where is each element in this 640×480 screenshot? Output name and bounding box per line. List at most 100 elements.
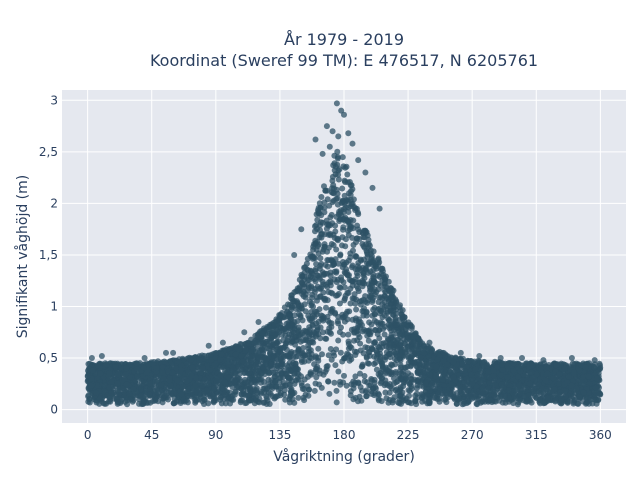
- data-point: [165, 396, 172, 403]
- data-point: [528, 369, 535, 376]
- data-point: [374, 331, 381, 338]
- data-point: [347, 192, 354, 198]
- data-point: [468, 371, 475, 378]
- data-point: [114, 371, 121, 378]
- data-point: [269, 329, 276, 336]
- data-point: [415, 348, 422, 355]
- data-point: [94, 362, 101, 369]
- data-point: [330, 242, 337, 249]
- data-point: [253, 348, 259, 355]
- data-point: [486, 374, 493, 381]
- data-point: [323, 217, 330, 224]
- data-point: [317, 255, 324, 262]
- data-point: [344, 171, 351, 178]
- data-point: [387, 369, 394, 376]
- data-point: [371, 339, 378, 345]
- data-point: [333, 213, 340, 220]
- data-point: [371, 311, 378, 318]
- data-point: [323, 225, 330, 232]
- data-point: [335, 171, 342, 178]
- data-point: [396, 342, 403, 349]
- data-point: [550, 375, 557, 382]
- data-points: [84, 100, 604, 408]
- data-point: [302, 308, 309, 315]
- data-point: [295, 327, 302, 334]
- data-point: [472, 366, 479, 373]
- data-point: [266, 345, 273, 352]
- data-point: [323, 366, 330, 373]
- data-point: [517, 390, 524, 397]
- data-point: [327, 230, 333, 237]
- data-point: [142, 395, 149, 402]
- data-point: [390, 287, 397, 294]
- data-point: [318, 284, 325, 291]
- data-point: [294, 353, 301, 360]
- data-point: [339, 264, 346, 271]
- data-point: [281, 326, 288, 333]
- data-point: [242, 376, 248, 383]
- data-point: [391, 355, 398, 362]
- data-point: [345, 209, 352, 215]
- data-point: [371, 392, 378, 399]
- data-point: [246, 369, 253, 376]
- data-point: [133, 360, 140, 367]
- data-point: [442, 396, 449, 403]
- data-point: [217, 356, 224, 363]
- data-point: [150, 398, 156, 405]
- data-point: [336, 329, 343, 336]
- data-point: [381, 287, 388, 294]
- data-point: [565, 373, 572, 380]
- data-point: [316, 234, 323, 241]
- data-point: [481, 396, 488, 402]
- data-point: [381, 354, 388, 361]
- data-point: [123, 381, 130, 388]
- data-point: [510, 400, 517, 407]
- data-point: [444, 361, 451, 368]
- data-point: [341, 192, 348, 199]
- data-point: [260, 347, 267, 354]
- data-point: [114, 380, 121, 387]
- data-point: [378, 340, 385, 347]
- data-point: [345, 219, 352, 226]
- data-point: [331, 167, 338, 174]
- data-point: [301, 276, 308, 283]
- data-point: [269, 379, 276, 386]
- data-point: [339, 358, 346, 365]
- data-point: [480, 362, 487, 369]
- data-point: [199, 382, 206, 389]
- data-point: [322, 295, 329, 302]
- data-point: [277, 312, 284, 319]
- data-point: [317, 324, 324, 331]
- data-point: [389, 399, 396, 406]
- data-point: [321, 199, 328, 206]
- data-point: [426, 371, 433, 378]
- data-point: [357, 340, 364, 347]
- data-point: [583, 399, 590, 406]
- data-point: [273, 383, 280, 390]
- data-point: [410, 339, 417, 346]
- data-point: [400, 379, 407, 386]
- data-point: [518, 362, 525, 369]
- data-point: [372, 359, 379, 366]
- data-point: [163, 388, 170, 395]
- data-point: [310, 255, 316, 262]
- data-point: [391, 344, 398, 351]
- data-point: [86, 360, 93, 367]
- data-point: [359, 328, 366, 335]
- data-point: [336, 300, 343, 307]
- data-point: [525, 392, 532, 399]
- data-point: [328, 320, 335, 327]
- data-point: [332, 228, 339, 235]
- data-point: [590, 396, 597, 403]
- data-point: [379, 301, 386, 308]
- data-point: [365, 236, 372, 243]
- data-point: [349, 234, 356, 241]
- data-point: [372, 263, 379, 270]
- data-point: [301, 358, 308, 365]
- data-point: [340, 379, 347, 386]
- data-point: [320, 272, 327, 278]
- data-point: [393, 379, 400, 386]
- data-point: [386, 389, 393, 396]
